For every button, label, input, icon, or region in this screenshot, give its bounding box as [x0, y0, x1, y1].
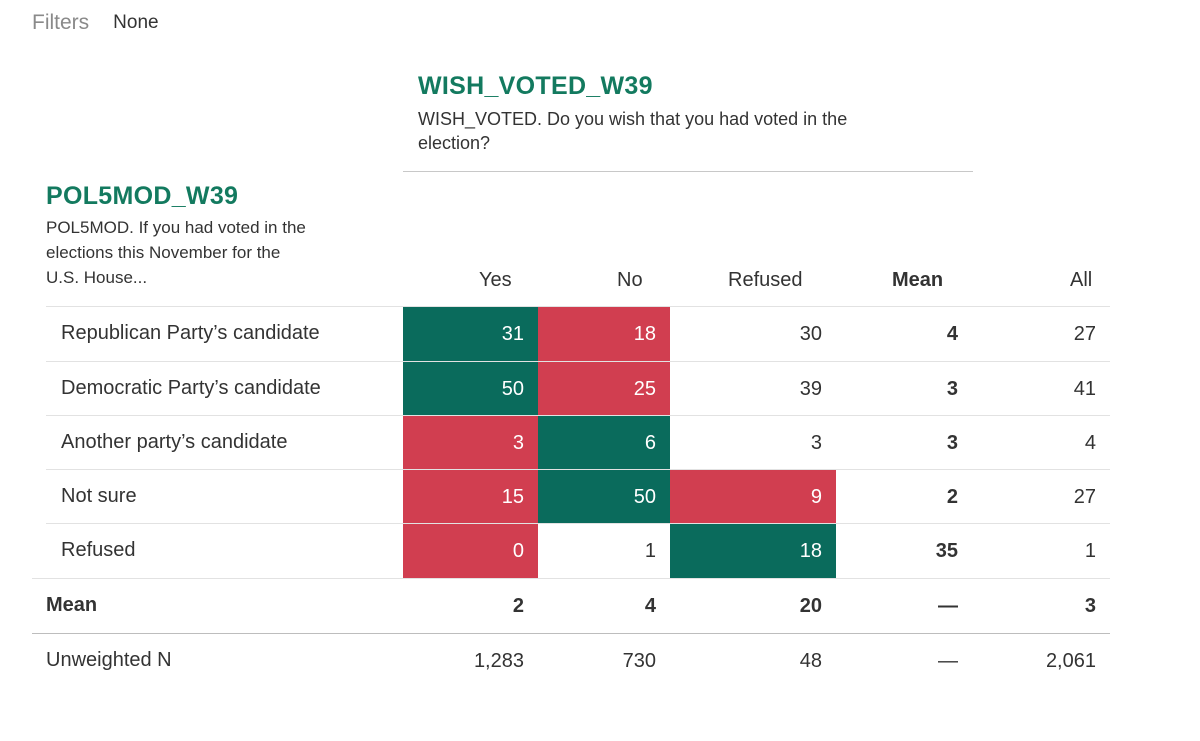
- cell-refused: 9: [670, 470, 836, 524]
- cell-all: 4: [1084, 432, 1096, 454]
- unweighted-n-row: Unweighted N 1,283 730 48 — 2,061: [32, 634, 1110, 688]
- column-variable: WISH_VOTED_W39 WISH_VOTED. Do you wish t…: [418, 72, 898, 155]
- cell-yes: 50: [403, 362, 538, 416]
- mean-no: 4: [644, 595, 656, 617]
- row-variable-name: POL5MOD_W39: [46, 182, 239, 210]
- table-row: Refused 0 1 18 35 1: [46, 523, 1110, 578]
- row-label: Republican Party’s candidate: [61, 322, 320, 344]
- cell-refused: 39: [799, 378, 822, 400]
- cell-mean: 3: [946, 378, 958, 400]
- filters-value[interactable]: None: [113, 12, 159, 33]
- cell-no: 6: [538, 416, 670, 470]
- n-no: 730: [622, 650, 656, 672]
- cell-no: 25: [538, 362, 670, 416]
- cell-yes: 15: [403, 470, 538, 524]
- cell-mean: 3: [946, 432, 958, 454]
- table-row: Not sure 15 50 9 2 27: [46, 469, 1110, 524]
- row-variable-description: POL5MOD. If you had voted in the electio…: [46, 218, 306, 287]
- cell-yes: 0: [403, 524, 538, 578]
- mean-yes: 2: [512, 595, 524, 617]
- row-label: Another party’s candidate: [61, 431, 288, 453]
- cell-no: 18: [538, 307, 670, 361]
- cell-no: 1: [644, 540, 656, 562]
- header-all: All: [1070, 269, 1093, 291]
- cell-refused: 30: [799, 323, 822, 345]
- table-row: Another party’s candidate 3 6 3 3 4: [46, 415, 1110, 470]
- row-label: Democratic Party’s candidate: [61, 377, 321, 399]
- header-yes: Yes: [479, 269, 512, 291]
- mean-row-label: Mean: [46, 594, 98, 616]
- mean-mean: —: [938, 595, 958, 617]
- n-yes: 1,283: [473, 650, 524, 672]
- n-refused: 48: [799, 650, 822, 672]
- row-label: Refused: [61, 539, 136, 561]
- mean-refused: 20: [799, 595, 822, 617]
- filters-bar: Filters None: [32, 10, 159, 36]
- cell-refused: 3: [810, 432, 822, 454]
- cell-all: 27: [1073, 323, 1096, 345]
- header-mean: Mean: [892, 269, 944, 291]
- n-all: 2,061: [1045, 650, 1096, 672]
- filters-label[interactable]: Filters: [32, 11, 90, 34]
- unweighted-n-label: Unweighted N: [46, 649, 172, 671]
- cell-all: 1: [1084, 540, 1096, 562]
- cell-mean: 4: [946, 323, 958, 345]
- column-variable-name: WISH_VOTED_W39: [418, 72, 653, 100]
- n-mean: —: [938, 650, 958, 672]
- column-variable-description: WISH_VOTED. Do you wish that you had vot…: [418, 109, 848, 153]
- cell-mean: 35: [935, 540, 958, 562]
- cell-no: 50: [538, 470, 670, 524]
- cell-all: 27: [1073, 486, 1096, 508]
- cell-mean: 2: [946, 486, 958, 508]
- row-label: Not sure: [61, 485, 137, 507]
- mean-all: 3: [1084, 595, 1096, 617]
- cell-refused: 18: [670, 524, 836, 578]
- cell-yes: 3: [403, 416, 538, 470]
- table-row: Democratic Party’s candidate 50 25 39 3 …: [46, 361, 1110, 416]
- cell-all: 41: [1073, 378, 1096, 400]
- row-variable: POL5MOD_W39 POL5MOD. If you had voted in…: [46, 182, 306, 290]
- header-refused: Refused: [728, 269, 803, 291]
- cell-yes: 31: [403, 307, 538, 361]
- column-header-divider: [403, 171, 973, 172]
- header-no: No: [617, 269, 643, 291]
- mean-row: Mean 2 4 20 — 3: [32, 578, 1110, 634]
- table-row: Republican Party’s candidate 31 18 30 4 …: [46, 306, 1110, 361]
